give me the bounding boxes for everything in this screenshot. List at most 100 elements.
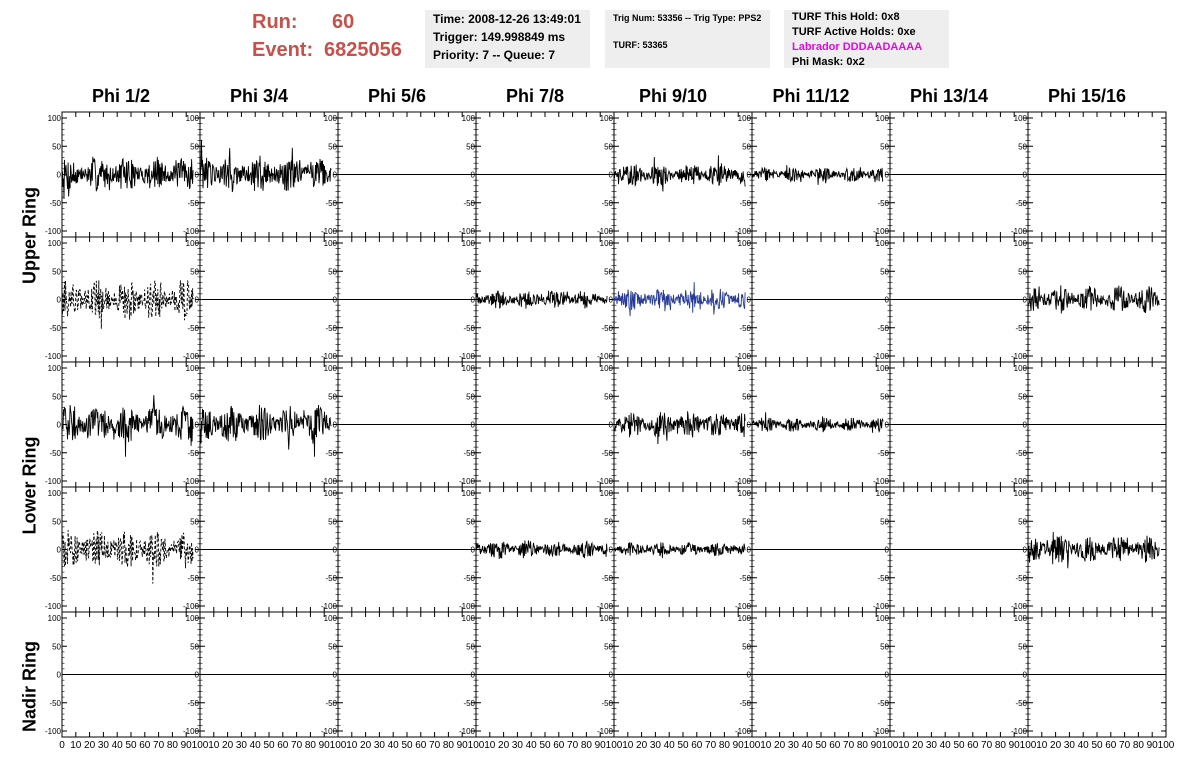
y-tick-label: 0 — [1023, 296, 1028, 305]
y-tick-label: -50 — [49, 699, 61, 708]
turf-info-box: TURF This Hold: 0x8 TURF Active Holds: 0… — [784, 10, 949, 68]
y-tick-label: -100 — [1011, 727, 1028, 736]
panel-r1-c4: 100 50 0 -50 -100 — [597, 236, 753, 363]
y-tick-label: -100 — [183, 477, 200, 486]
x-tick-label: 80 — [719, 740, 731, 751]
x-tick-label: 40 — [1078, 740, 1090, 751]
y-tick-label: 100 — [600, 239, 614, 248]
y-tick-label: -100 — [597, 602, 614, 611]
y-tick-label: -50 — [739, 574, 751, 583]
y-tick-label: -50 — [187, 199, 199, 208]
x-tick-label: 60 — [553, 740, 565, 751]
y-tick-label: 50 — [466, 642, 475, 651]
phi-label-8: Phi 15/16 — [1047, 86, 1127, 106]
y-tick-label: 0 — [609, 671, 614, 680]
turf-active-holds-text: TURF Active Holds: 0xe — [792, 26, 916, 38]
y-tick-label: 100 — [48, 364, 62, 373]
x-tick-label: 50 — [953, 740, 965, 751]
y-tick-label: 100 — [462, 114, 476, 123]
x-tick-label: 50 — [401, 740, 413, 751]
x-tick-label: 80 — [167, 740, 179, 751]
x-tick-label: 40 — [526, 740, 538, 751]
x-tick-label: 70 — [843, 740, 855, 751]
y-tick-label: 100 — [462, 614, 476, 623]
waveform-trace — [475, 290, 608, 309]
waveform-trace — [751, 165, 884, 185]
y-tick-label: 0 — [471, 671, 476, 680]
y-tick-label: 0 — [57, 296, 62, 305]
y-tick-label: -100 — [597, 227, 614, 236]
panel-r4-c5: 100 50 0 -50 -100 — [735, 611, 891, 738]
x-tick-label: 90 — [1009, 740, 1021, 751]
y-tick-label: 100 — [600, 489, 614, 498]
y-tick-label: -50 — [49, 574, 61, 583]
y-tick-label: 100 — [876, 114, 890, 123]
y-tick-label: 0 — [1023, 421, 1028, 430]
y-tick-label: -100 — [735, 602, 752, 611]
y-tick-label: -50 — [739, 199, 751, 208]
waveform-trace — [613, 282, 746, 317]
y-tick-label: -100 — [321, 227, 338, 236]
y-tick-label: 50 — [742, 267, 751, 276]
y-tick-label: 0 — [57, 421, 62, 430]
panel-r2-c1: 100 50 0 -50 -100 — [183, 361, 339, 488]
panel-r4-c7: 100 50 0 -50 -100 — [1011, 611, 1167, 738]
x-tick-label: 0 — [59, 740, 65, 751]
y-tick-label: 50 — [742, 142, 751, 151]
phi-label-4: Phi 7/8 — [505, 86, 565, 106]
y-tick-label: 50 — [466, 267, 475, 276]
x-tick-label: 60 — [691, 740, 703, 751]
y-tick-label: -100 — [597, 352, 614, 361]
x-tick-label: 60 — [829, 740, 841, 751]
phi-label-2: Phi 3/4 — [229, 86, 289, 106]
panel-r0-c7: 100 50 0 -50 -100 — [1011, 111, 1167, 238]
y-tick-label: 0 — [333, 171, 338, 180]
y-tick-label: 0 — [195, 546, 200, 555]
x-tick-label: 90 — [871, 740, 883, 751]
panel-r2-c0: 100 50 0 -50 -100 — [45, 361, 201, 488]
y-tick-label: -100 — [873, 227, 890, 236]
y-tick-label: 0 — [747, 546, 752, 555]
y-tick-label: -100 — [321, 727, 338, 736]
y-tick-label: -100 — [873, 602, 890, 611]
y-tick-label: 50 — [880, 142, 889, 151]
y-tick-label: -50 — [601, 324, 613, 333]
y-tick-label: 100 — [876, 239, 890, 248]
waveform-trace — [613, 541, 746, 559]
y-tick-label: -50 — [463, 699, 475, 708]
panel-r4-c1: 100 50 0 -50 -100 — [183, 611, 339, 738]
panel-r0-c3: 100 50 0 -50 -100 — [459, 111, 615, 238]
y-tick-label: 100 — [324, 489, 338, 498]
trigger-text: Trigger: 149.998849 ms — [433, 30, 566, 44]
y-tick-label: 0 — [471, 171, 476, 180]
x-tick-label: 100 — [468, 740, 485, 751]
x-tick-label: 40 — [802, 740, 814, 751]
event-value: 6825056 — [324, 39, 402, 61]
x-tick-label: 100 — [606, 740, 623, 751]
y-tick-label: 0 — [609, 421, 614, 430]
y-tick-label: -50 — [877, 699, 889, 708]
y-tick-label: 100 — [324, 239, 338, 248]
x-tick-label: 10 — [484, 740, 496, 751]
phi-label-1: Phi 1/2 — [91, 86, 151, 106]
x-tick-label: 60 — [1105, 740, 1117, 751]
y-tick-label: -100 — [1011, 227, 1028, 236]
y-tick-label: 0 — [471, 296, 476, 305]
y-tick-label: -50 — [463, 324, 475, 333]
y-tick-label: 0 — [195, 171, 200, 180]
y-tick-label: -100 — [183, 352, 200, 361]
y-tick-label: -100 — [459, 227, 476, 236]
x-tick-label: 50 — [125, 740, 137, 751]
x-tick-label: 100 — [192, 740, 209, 751]
y-tick-label: 100 — [1014, 614, 1028, 623]
waveform-trace — [1027, 531, 1160, 569]
x-tick-label: 20 — [360, 740, 372, 751]
y-tick-label: 50 — [1018, 517, 1027, 526]
y-tick-label: -50 — [463, 574, 475, 583]
panel-r2-c6: 100 50 0 -50 -100 — [873, 361, 1029, 488]
x-tick-label: 50 — [677, 740, 689, 751]
y-tick-label: 0 — [471, 546, 476, 555]
y-tick-label: -50 — [601, 449, 613, 458]
x-tick-label: 70 — [705, 740, 717, 751]
x-tick-label: 70 — [291, 740, 303, 751]
